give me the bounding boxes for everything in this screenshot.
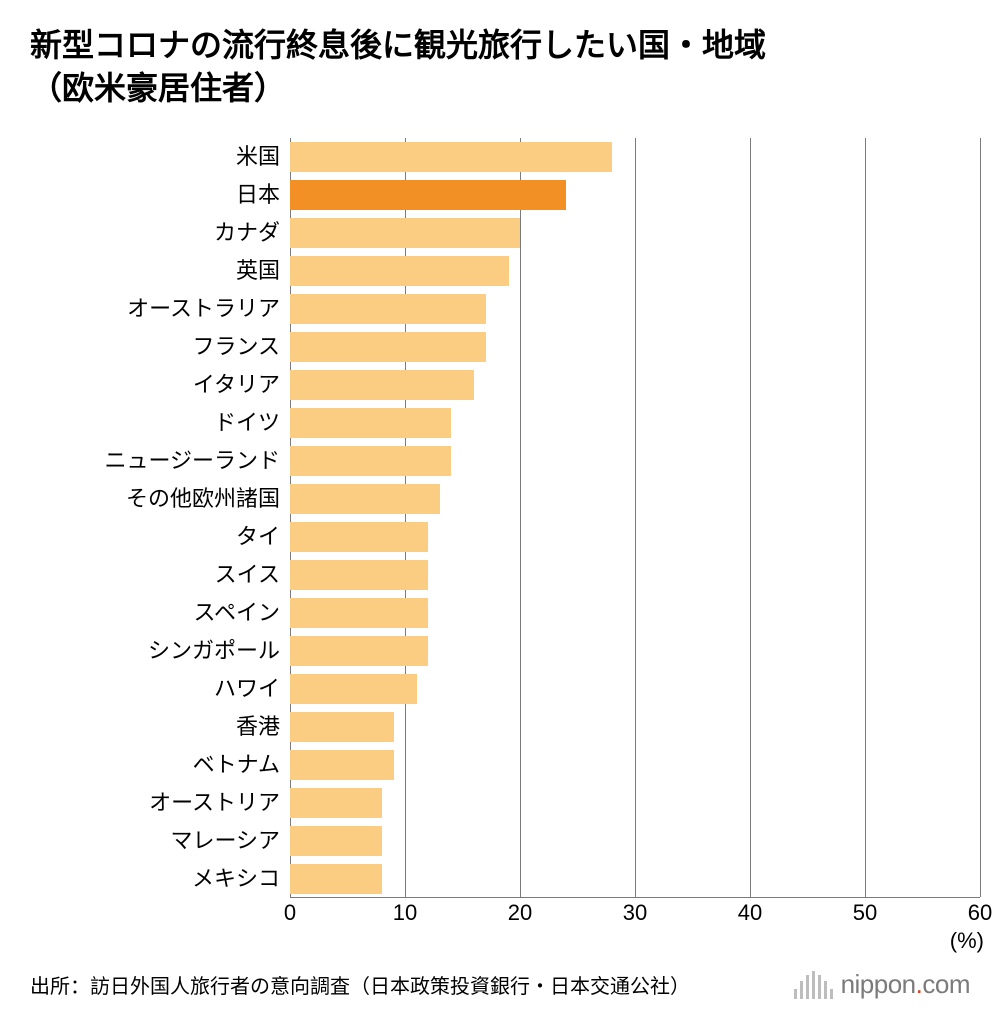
plot-area: 米国日本カナダ英国オーストラリアフランスイタリアドイツニュージーランドその他欧州… (290, 138, 980, 898)
bar-row: タイ (290, 518, 980, 556)
bar-label: メキシコ (40, 860, 280, 898)
bar-label: オーストラリア (40, 290, 280, 328)
logo-nippon: nippon (841, 969, 916, 999)
logo-bars-icon (794, 971, 833, 999)
bar-row: 日本 (290, 176, 980, 214)
bar-row: メキシコ (290, 860, 980, 898)
bar (290, 446, 451, 476)
bar (290, 522, 428, 552)
bar-label: スペイン (40, 594, 280, 632)
bar-label: イタリア (40, 366, 280, 404)
bar (290, 180, 566, 210)
x-tick-label: 50 (853, 900, 877, 926)
bar-row: オーストリア (290, 784, 980, 822)
bar-label: マレーシア (40, 822, 280, 860)
bar (290, 484, 440, 514)
x-tick-label: 20 (508, 900, 532, 926)
bar-row: カナダ (290, 214, 980, 252)
bar-label: 英国 (40, 252, 280, 290)
x-tick-label: 0 (284, 900, 296, 926)
bar (290, 142, 612, 172)
footer: 出所：訪日外国人旅行者の意向調査（日本政策投資銀行・日本交通公社） nippon… (30, 969, 970, 1000)
bar (290, 598, 428, 628)
title-line-2: （欧米豪居住者） (30, 70, 286, 106)
bar (290, 560, 428, 590)
chart-container: 米国日本カナダ英国オーストラリアフランスイタリアドイツニュージーランドその他欧州… (290, 138, 980, 928)
bar-label: 米国 (40, 138, 280, 176)
bar-label: タイ (40, 518, 280, 556)
bar-row: 香港 (290, 708, 980, 746)
bar-row: ベトナム (290, 746, 980, 784)
bar (290, 218, 520, 248)
bar (290, 332, 486, 362)
title-line-1: 新型コロナの流行終息後に観光旅行したい国・地域 (30, 27, 766, 63)
bar-row: フランス (290, 328, 980, 366)
bar-label: 香港 (40, 708, 280, 746)
x-tick-label: 40 (738, 900, 762, 926)
bar-label: シンガポール (40, 632, 280, 670)
bar-label: オーストリア (40, 784, 280, 822)
nippon-logo: nippon.com (794, 969, 970, 1000)
bar (290, 294, 486, 324)
bar-label: フランス (40, 328, 280, 366)
x-tick-label: 60 (968, 900, 992, 926)
bar-row: マレーシア (290, 822, 980, 860)
chart-title: 新型コロナの流行終息後に観光旅行したい国・地域 （欧米豪居住者） (30, 24, 970, 110)
bar-row: ドイツ (290, 404, 980, 442)
gridline (980, 138, 981, 897)
bar-label: ドイツ (40, 404, 280, 442)
bar (290, 750, 394, 780)
bar (290, 864, 382, 894)
bar-row: シンガポール (290, 632, 980, 670)
bar-row: その他欧州諸国 (290, 480, 980, 518)
bar-row: スイス (290, 556, 980, 594)
bar-row: オーストラリア (290, 290, 980, 328)
bar-label: ハワイ (40, 670, 280, 708)
bar (290, 712, 394, 742)
bar (290, 788, 382, 818)
bar-row: 米国 (290, 138, 980, 176)
bar-row: スペイン (290, 594, 980, 632)
bar-label: 日本 (40, 176, 280, 214)
x-axis-unit: (%) (950, 928, 984, 954)
source-text: 出所：訪日外国人旅行者の意向調査（日本政策投資銀行・日本交通公社） (30, 970, 690, 999)
bar (290, 408, 451, 438)
bar (290, 370, 474, 400)
logo-com: com (922, 969, 970, 999)
bar-label: ニュージーランド (40, 442, 280, 480)
bar-label: スイス (40, 556, 280, 594)
bar-row: ニュージーランド (290, 442, 980, 480)
bar-label: ベトナム (40, 746, 280, 784)
bar-row: ハワイ (290, 670, 980, 708)
bar-label: カナダ (40, 214, 280, 252)
logo-text: nippon.com (841, 969, 970, 1000)
bar (290, 256, 509, 286)
bar (290, 674, 417, 704)
bar (290, 636, 428, 666)
bar-row: イタリア (290, 366, 980, 404)
bar-label: その他欧州諸国 (40, 480, 280, 518)
bar (290, 826, 382, 856)
x-tick-label: 30 (623, 900, 647, 926)
bar-row: 英国 (290, 252, 980, 290)
x-tick-label: 10 (393, 900, 417, 926)
